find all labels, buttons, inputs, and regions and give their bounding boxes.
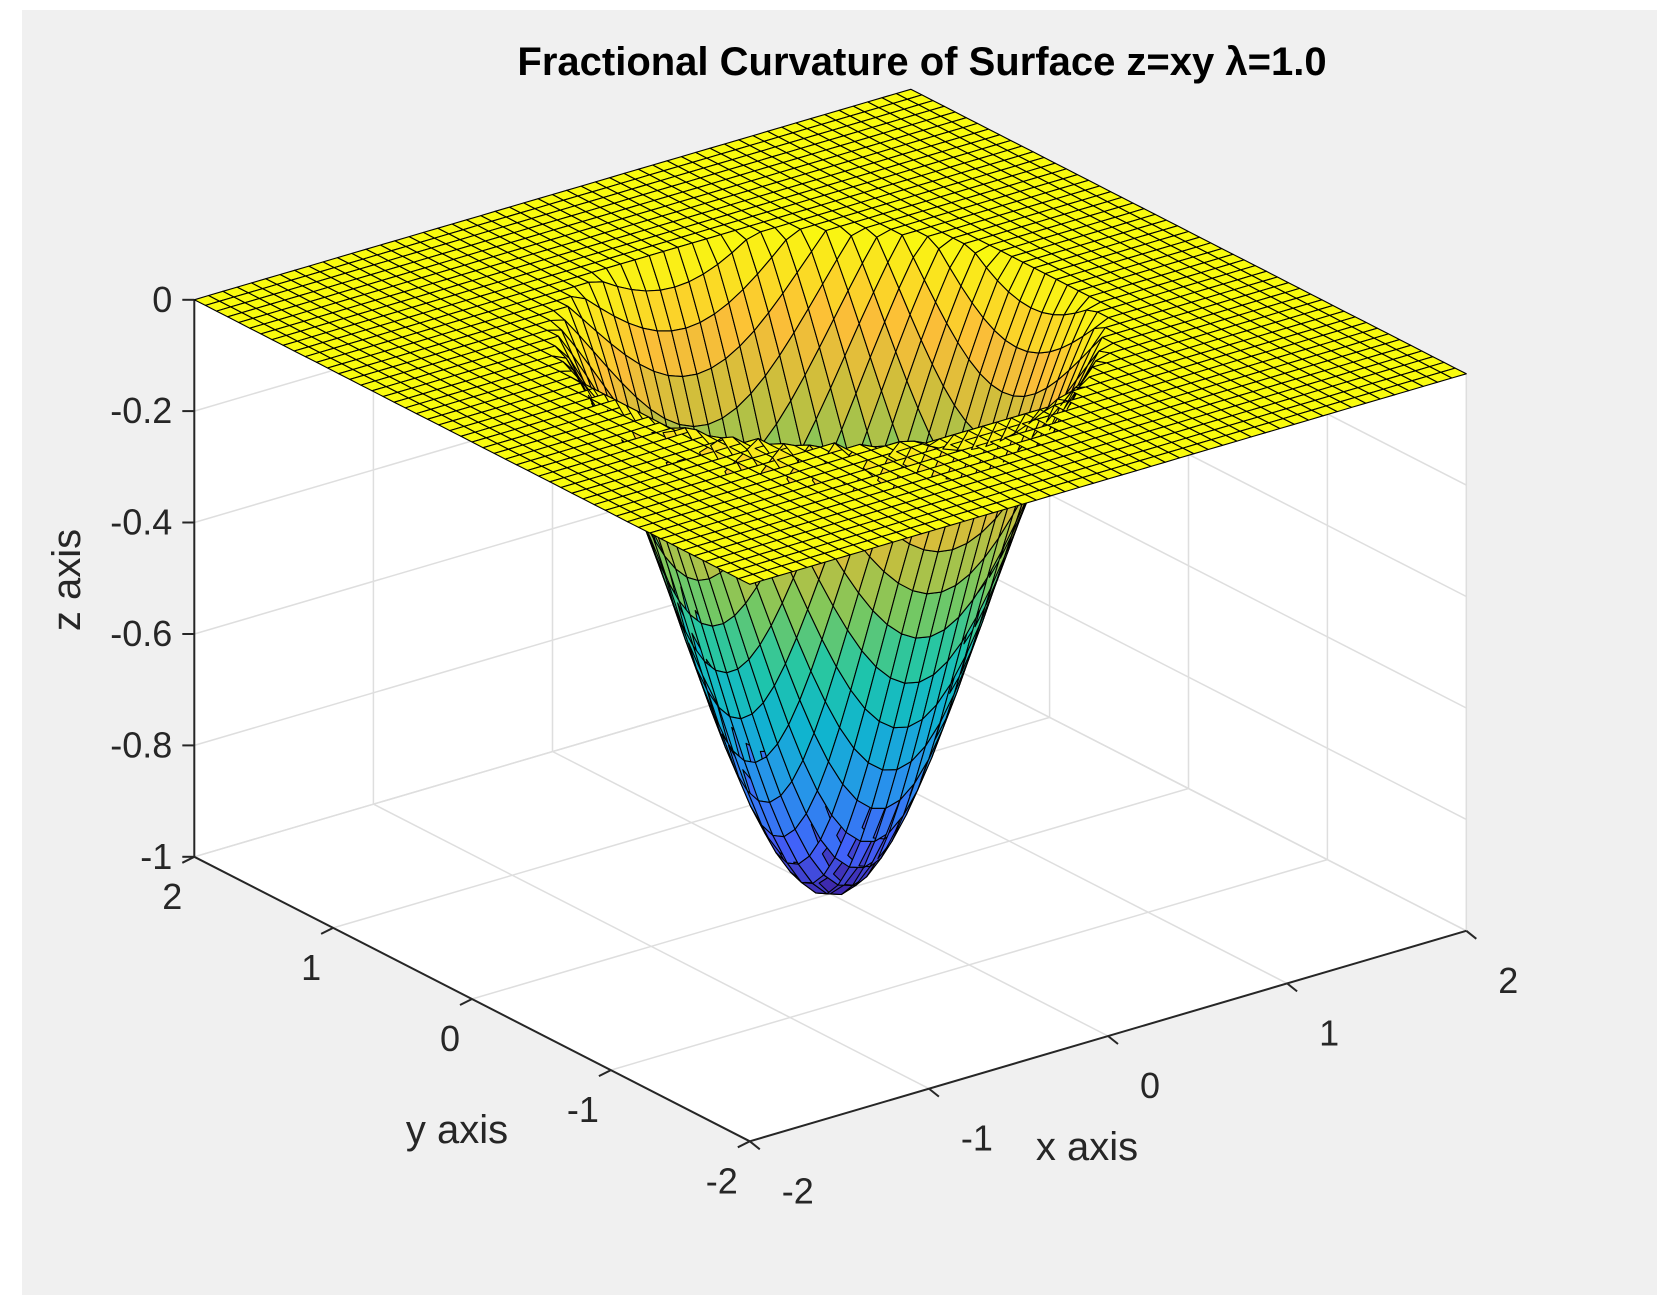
x-tick-mark [749, 1140, 761, 1151]
tick-labels: -1 -0.8 -0.6 -0.4 -0.2 0 -2 -1 0 1 2 -2 -1 0 1 2 [110, 279, 1518, 1212]
z-axis-label: z axis [45, 529, 89, 631]
y-tick-mark [320, 927, 334, 935]
x-tick-label: 0 [1140, 1065, 1160, 1106]
z-tick-label: -0.4 [110, 502, 172, 543]
y-tick-mark [737, 1140, 751, 1149]
grid-line [910, 645, 1467, 932]
z-tick-label: -0.6 [110, 613, 172, 654]
z-tick-label: -1 [140, 836, 172, 877]
x-tick-mark [928, 1087, 940, 1098]
x-tick-label: 2 [1498, 960, 1518, 1001]
y-axis-label: y axis [406, 1108, 508, 1152]
x-tick-label: 1 [1319, 1012, 1339, 1053]
surface-mesh [193, 88, 1467, 896]
y-tick-mark [459, 998, 473, 1006]
y-axis-line [193, 855, 751, 1143]
z-tick-label: -0.8 [110, 724, 172, 765]
y-tick-label: -2 [706, 1160, 738, 1201]
x-tick-mark [1107, 1035, 1119, 1045]
y-tick-label: -1 [567, 1089, 599, 1130]
chart-title: Fractional Curvature of Surface z=xy λ=1… [517, 40, 1326, 84]
x-tick-mark [1465, 930, 1477, 940]
y-tick-label: 0 [440, 1018, 460, 1059]
y-tick-label: 1 [301, 947, 321, 988]
z-tick-label: -0.2 [110, 390, 172, 431]
y-tick-mark [181, 855, 195, 864]
grid-line [910, 534, 1467, 821]
surface-patch [1440, 367, 1467, 379]
surface-plot[interactable]: -1 -0.8 -0.6 -0.4 -0.2 0 -2 -1 0 1 2 -2 -1 0 1 2 Fracti… [22, 10, 1657, 1295]
y-tick-label: 2 [162, 876, 182, 917]
z-tick-label: 0 [152, 279, 172, 320]
x-tick-label: -2 [782, 1170, 814, 1211]
y-tick-mark [598, 1069, 612, 1077]
x-tick-mark [1286, 982, 1298, 993]
x-tick-label: -1 [961, 1118, 993, 1159]
figure-window: -1 -0.8 -0.6 -0.4 -0.2 0 -2 -1 0 1 2 -2 -1 0 1 2 Fracti… [22, 10, 1657, 1295]
x-axis-label: x axis [1036, 1125, 1138, 1169]
